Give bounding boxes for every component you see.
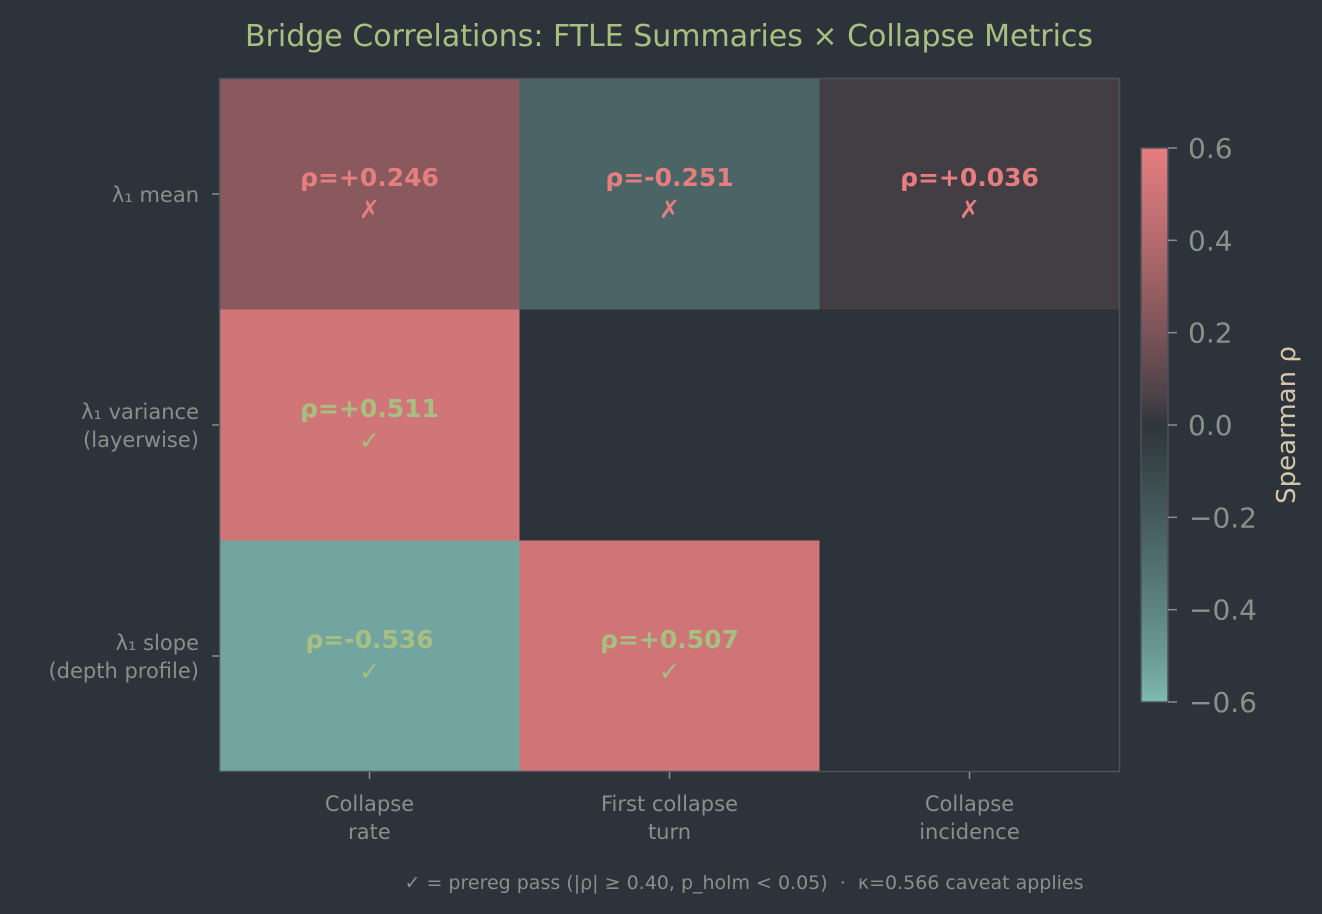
check-icon: ✓ (359, 426, 380, 455)
cell-value-label: ρ=-0.251 (605, 163, 733, 192)
x-tick-label-line: rate (348, 820, 391, 844)
chart-title: Bridge Correlations: FTLE Summaries × Co… (245, 19, 1093, 54)
cross-icon: ✗ (659, 195, 680, 224)
heatmap-cell (519, 540, 820, 772)
y-tick-label-line: λ₁ variance (81, 400, 199, 424)
colorbar-tick-label: 0.4 (1188, 224, 1233, 257)
colorbar-label: Spearman ρ (1272, 346, 1302, 504)
heatmap-cell (219, 540, 520, 772)
cell-value-label: ρ=+0.507 (600, 625, 739, 654)
footnote: ✓ = prereg pass (|ρ| ≥ 0.40, p_holm < 0.… (405, 872, 1084, 894)
x-tick-label-line: turn (648, 820, 691, 844)
y-tick-label-line: (depth profile) (48, 659, 199, 683)
y-tick-label: λ₁ mean (112, 183, 199, 207)
y-axis: λ₁ mean λ₁ variance (layerwise) λ₁ slope (de… (48, 183, 219, 683)
heatmap-cell (519, 78, 820, 310)
cross-icon: ✗ (359, 195, 380, 224)
x-tick-label-line: incidence (919, 820, 1020, 844)
heatmap-cell (819, 78, 1120, 310)
colorbar-gradient (1140, 147, 1169, 703)
y-tick-label: λ₁ variance (layerwise) (81, 400, 199, 452)
cell-value-label: ρ=-0.536 (305, 625, 433, 654)
x-tick-label-line: First collapse (601, 792, 738, 816)
heatmap-cell (219, 78, 520, 310)
colorbar-tick-label: −0.4 (1189, 594, 1257, 627)
heatmap-cell (219, 309, 520, 541)
cell-value-label: ρ=+0.246 (300, 163, 439, 192)
colorbar-tick-label: 0.0 (1188, 409, 1233, 442)
colorbar-tick-label: 0.2 (1188, 317, 1233, 350)
y-tick-label: λ₁ slope (depth profile) (48, 631, 199, 683)
colorbar-tick-label: −0.2 (1189, 501, 1257, 534)
x-tick-label-line: Collapse (325, 792, 414, 816)
y-tick-label-line: λ₁ slope (116, 631, 199, 655)
colorbar-tick-label: 0.6 (1188, 132, 1233, 165)
check-icon: ✓ (359, 657, 380, 686)
x-tick-label: First collapse turn (601, 792, 738, 844)
x-axis: Collapse rate First collapse turn Collapse in… (325, 772, 1020, 844)
x-tick-label: Collapse rate (325, 792, 414, 844)
cell-value-label: ρ=+0.511 (300, 394, 439, 423)
colorbar-tick-label: −0.6 (1189, 686, 1257, 719)
plot-frame (218, 77, 1121, 773)
colorbar: 0.6 0.4 0.2 0.0 −0.2 −0.4 −0.6 (1140, 132, 1257, 719)
cell-value-label: ρ=+0.036 (900, 163, 1039, 192)
check-icon: ✓ (659, 657, 680, 686)
x-tick-label-line: Collapse (925, 792, 1014, 816)
x-tick-label: Collapse incidence (919, 792, 1020, 844)
y-tick-label-line: λ₁ mean (112, 183, 199, 207)
heatmap-cells: ρ=+0.246 ✗ ρ=-0.251 ✗ ρ=+0.036 ✗ ρ=+0.511 ✓ ρ=-0… (219, 78, 1120, 772)
y-tick-label-line: (layerwise) (83, 428, 199, 452)
cross-icon: ✗ (959, 195, 980, 224)
